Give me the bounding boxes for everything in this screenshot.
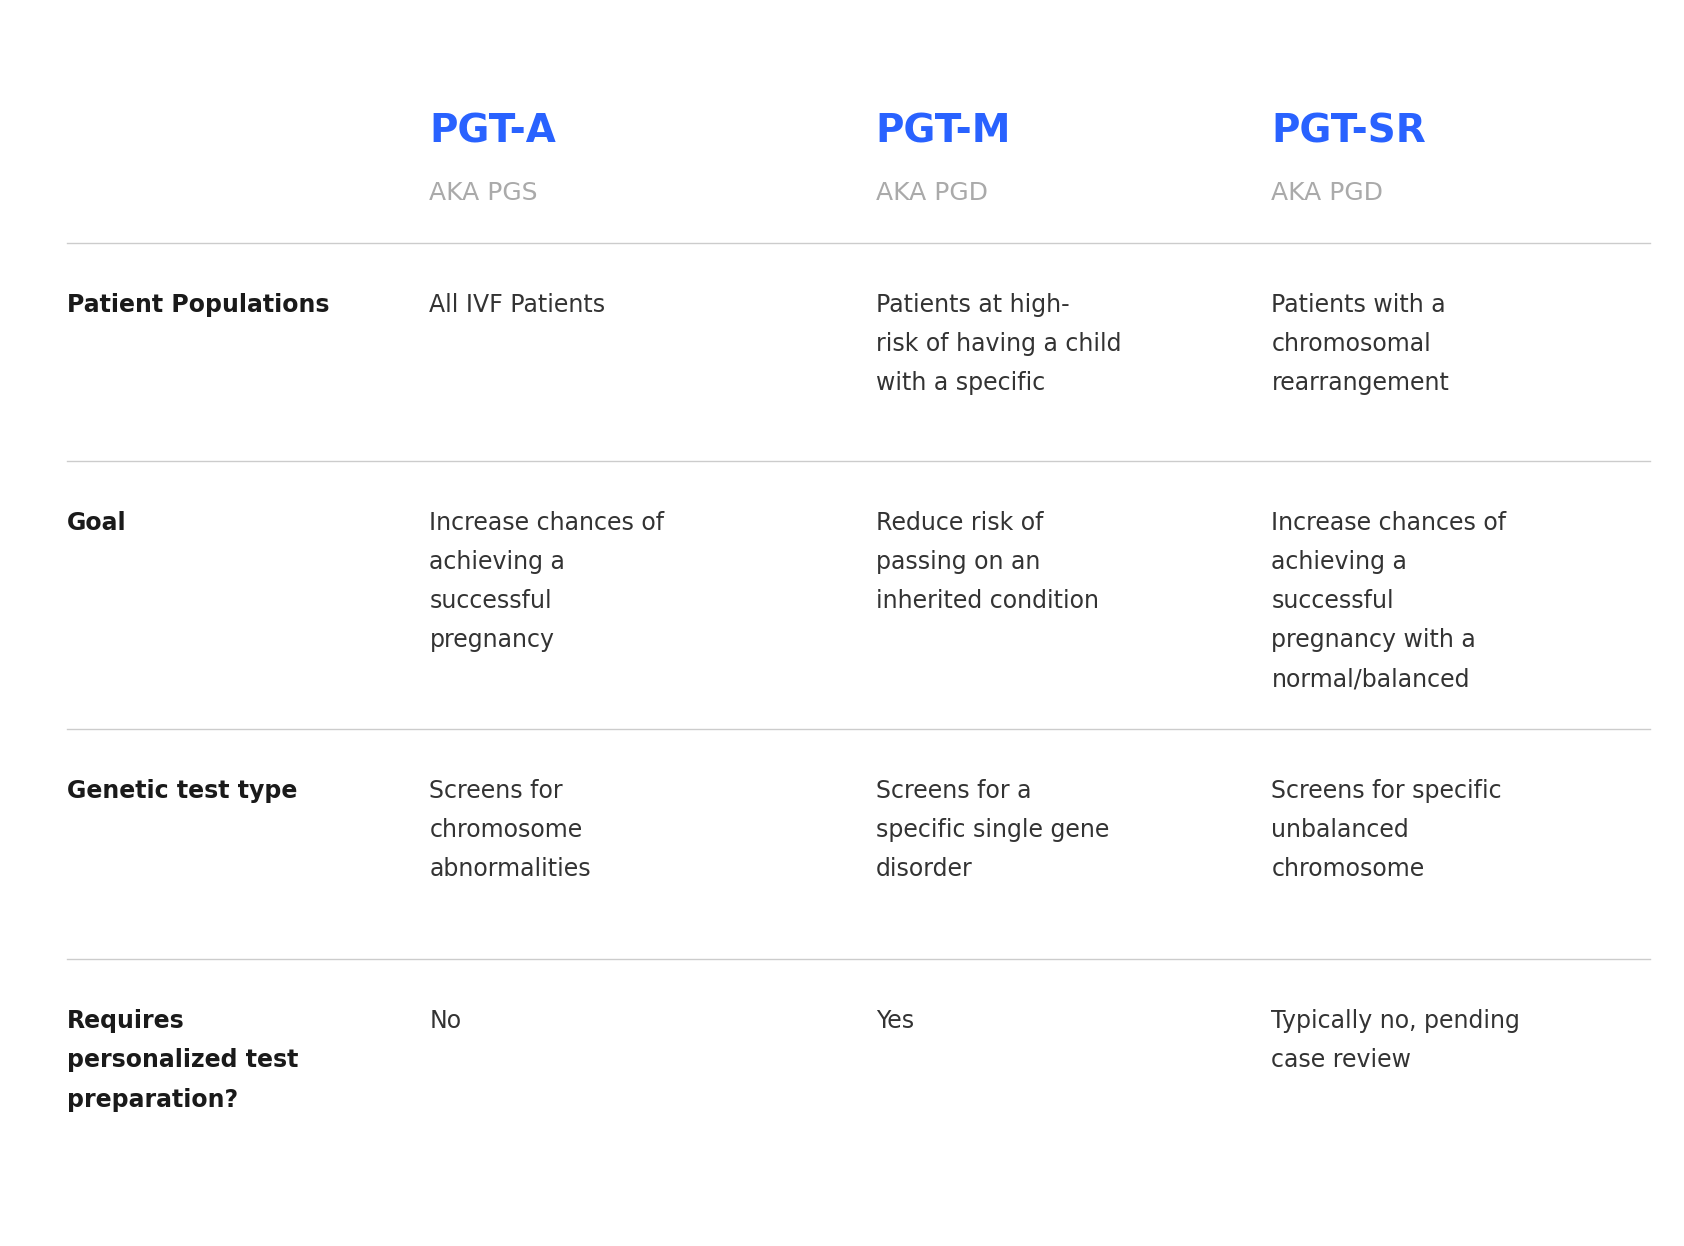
Text: Patient Populations: Patient Populations [67, 293, 330, 316]
Text: Goal: Goal [67, 511, 126, 535]
Text: Typically no, pending
case review: Typically no, pending case review [1271, 1009, 1521, 1073]
Text: PGT-SR: PGT-SR [1271, 112, 1426, 150]
Text: Screens for
chromosome
abnormalities: Screens for chromosome abnormalities [429, 779, 591, 881]
Text: Screens for specific
unbalanced
chromosome: Screens for specific unbalanced chromoso… [1271, 779, 1502, 881]
Text: Patients at high-
risk of having a child
with a specific: Patients at high- risk of having a child… [876, 293, 1122, 395]
Text: No: No [429, 1009, 461, 1033]
Text: PGT-A: PGT-A [429, 112, 556, 150]
Text: Screens for a
specific single gene
disorder: Screens for a specific single gene disor… [876, 779, 1110, 881]
Text: AKA PGD: AKA PGD [1271, 181, 1384, 204]
Text: Genetic test type: Genetic test type [67, 779, 298, 802]
Text: AKA PGS: AKA PGS [429, 181, 537, 204]
Text: Reduce risk of
passing on an
inherited condition: Reduce risk of passing on an inherited c… [876, 511, 1098, 613]
Text: PGT-M: PGT-M [876, 112, 1010, 150]
Text: Increase chances of
achieving a
successful
pregnancy with a
normal/balanced: Increase chances of achieving a successf… [1271, 511, 1507, 692]
Text: Increase chances of
achieving a
successful
pregnancy: Increase chances of achieving a successf… [429, 511, 665, 653]
Text: AKA PGD: AKA PGD [876, 181, 989, 204]
Text: Patients with a
chromosomal
rearrangement: Patients with a chromosomal rearrangemen… [1271, 293, 1450, 395]
Text: Yes: Yes [876, 1009, 914, 1033]
Text: All IVF Patients: All IVF Patients [429, 293, 606, 316]
Text: Requires
personalized test
preparation?: Requires personalized test preparation? [67, 1009, 298, 1111]
